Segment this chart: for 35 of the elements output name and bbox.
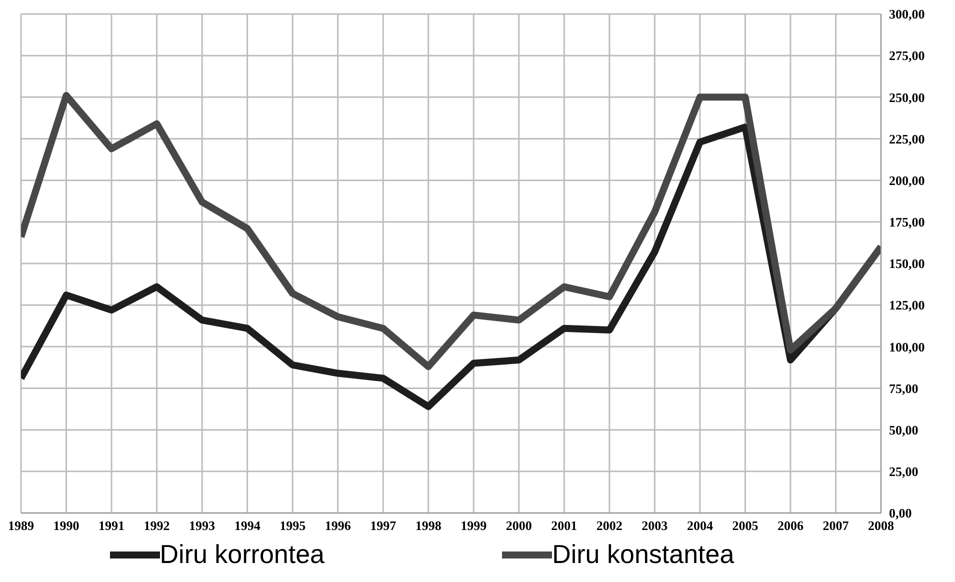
y-tick-label: 225,00 (889, 131, 925, 146)
x-tick-label: 2006 (777, 518, 804, 534)
x-tick-label: 1989 (8, 518, 34, 534)
y-tick-label: 100,00 (889, 339, 925, 354)
x-tick-label: 1994 (234, 518, 261, 534)
y-tick-label: 75,00 (889, 380, 918, 396)
x-tick-label: 1990 (53, 518, 80, 534)
y-tick-label: 300,00 (889, 6, 925, 22)
y-tick-label: 25,00 (889, 464, 918, 480)
x-tick-label: 2004 (686, 518, 714, 534)
x-tick-label: 2001 (551, 518, 578, 534)
x-tick-label: 1999 (460, 518, 488, 534)
x-tick-label: 1997 (370, 518, 397, 534)
y-tick-label: 200,00 (889, 172, 925, 188)
x-tick-label: 2005 (732, 518, 759, 534)
x-tick-label: 1996 (324, 518, 352, 534)
y-tick-label: 0,00 (889, 506, 912, 521)
x-tick-label: 2000 (506, 518, 532, 534)
y-tick-label: 150,00 (889, 256, 925, 272)
x-tick-label: 1991 (98, 518, 125, 534)
y-tick-label: 125,00 (889, 298, 925, 313)
x-tick-label: 1995 (280, 518, 306, 534)
legend-label: Diru konstantea (552, 539, 734, 570)
y-tick-label: 275,00 (889, 48, 925, 64)
y-tick-label: 175,00 (889, 214, 925, 230)
y-tick-label: 250,00 (889, 90, 925, 105)
x-tick-label: 2007 (822, 518, 850, 534)
y-tick-label: 50,00 (889, 422, 918, 438)
x-tick-label: 1993 (189, 518, 216, 534)
legend-label: Diru korrontea (160, 539, 325, 570)
x-tick-label: 2003 (642, 518, 668, 534)
x-tick-label: 2008 (868, 518, 894, 534)
x-tick-label: 1998 (415, 518, 442, 534)
x-tick-label: 2002 (596, 518, 622, 534)
x-tick-label: 1992 (144, 518, 170, 534)
